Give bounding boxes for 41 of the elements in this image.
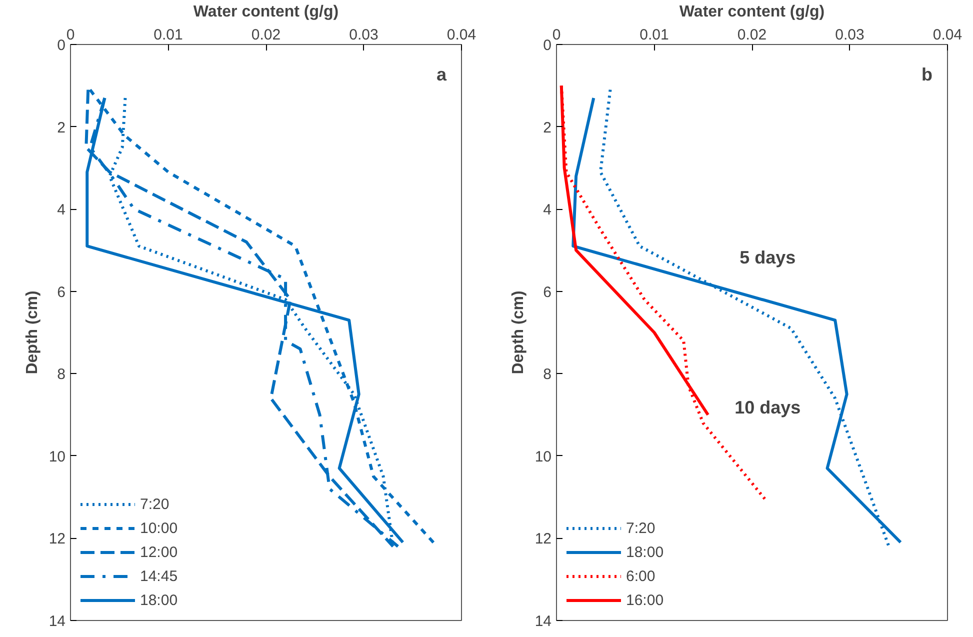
legend-label: 7:20: [626, 520, 656, 536]
annotation: 10 days: [734, 397, 801, 418]
y-tick-label: 4: [57, 202, 66, 219]
y-tick-label: 12: [48, 530, 66, 548]
y-tick-label: 4: [543, 202, 552, 219]
legend-label: 16:00: [626, 592, 664, 608]
y-tick-label: 6: [57, 284, 66, 301]
x-axis-title: Water content (g/g): [679, 4, 825, 20]
y-tick-label: 0: [543, 37, 552, 54]
y-tick-label: 12: [534, 530, 552, 548]
y-tick-label: 8: [57, 366, 66, 384]
annotation: 5 days: [740, 248, 796, 268]
x-tick-label: 0.02: [737, 26, 767, 44]
y-axis-title: Depth (cm): [24, 290, 41, 374]
y-tick-label: 2: [57, 119, 66, 136]
legend-label: 14:45: [140, 568, 178, 584]
legend-label: 12:00: [140, 544, 178, 560]
legend-label: 6:00: [626, 568, 656, 584]
legend-label: 10:00: [140, 520, 178, 536]
annotation: b: [922, 64, 933, 84]
x-axis-title: Water content (g/g): [193, 4, 339, 20]
legend-label: 18:00: [140, 592, 178, 608]
x-tick-label: 0.03: [835, 26, 864, 44]
x-tick-label: 0.01: [154, 26, 183, 44]
x-tick-label: 0.04: [932, 26, 962, 44]
legend-label: 18:00: [626, 544, 664, 560]
y-tick-label: 10: [48, 448, 66, 466]
y-tick-label: 14: [48, 613, 66, 630]
y-tick-label: 2: [543, 119, 552, 136]
y-tick-label: 8: [543, 366, 552, 384]
y-tick-label: 6: [543, 284, 552, 301]
y-tick-label: 0: [57, 37, 66, 54]
annotation: a: [436, 64, 448, 84]
x-tick-label: 0.01: [640, 26, 669, 44]
x-tick-label: 0.03: [349, 26, 378, 44]
y-tick-label: 10: [534, 448, 552, 466]
legend-label: 7:20: [140, 496, 170, 512]
x-tick-label: 0.02: [251, 26, 281, 44]
y-tick-label: 14: [534, 613, 552, 630]
x-tick-label: 0.04: [446, 26, 476, 44]
y-axis-title: Depth (cm): [510, 290, 527, 374]
